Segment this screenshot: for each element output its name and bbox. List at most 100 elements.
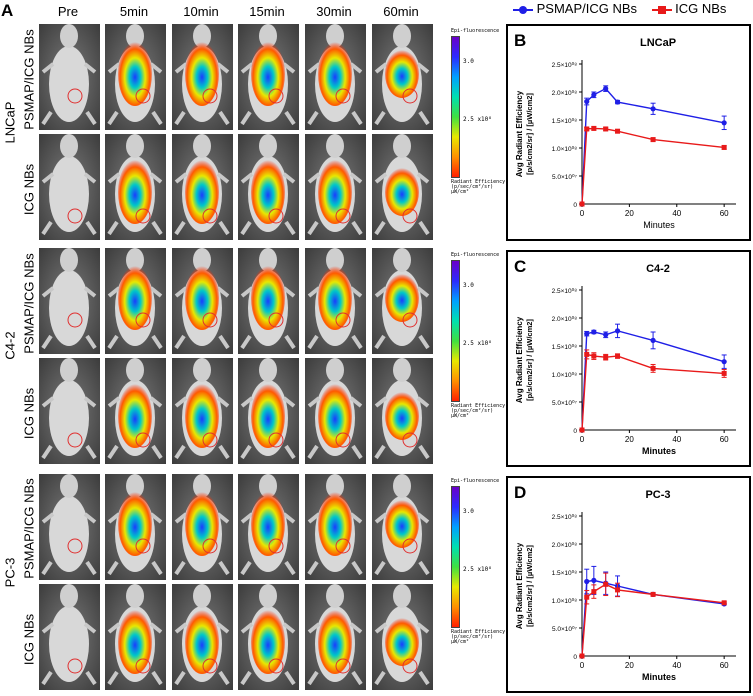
col-header-15min: 15min	[249, 4, 285, 19]
data-point-icg	[650, 591, 656, 597]
colorbar-title: Epi-fluorescence	[451, 478, 500, 484]
mouse-image-icg-pc-3-t1	[105, 584, 166, 690]
colorbar-tick: 3.0	[463, 508, 474, 515]
mouse-image-icg-pc-3-t3	[238, 584, 299, 690]
data-point-icg	[615, 353, 621, 359]
data-point-icg	[579, 427, 585, 433]
colorbar-unit-line: μW/cm²	[451, 413, 470, 419]
y-tick-label: 2.0×10⁰⁸	[552, 315, 578, 323]
x-tick-label: 0	[580, 661, 585, 670]
x-tick-label: 40	[672, 661, 681, 670]
x-axis-label: Minutes	[642, 446, 676, 456]
series-line-psmap	[581, 579, 725, 657]
row-label-icg-pc-3: ICG NBs	[21, 613, 37, 666]
data-point-icg	[579, 653, 585, 659]
data-point-icg	[721, 600, 727, 606]
row-label-icg-lncap: ICG NBs	[21, 163, 37, 216]
colorbar-unit-line: Radiant Efficiency	[451, 403, 506, 409]
mouse-image-icg-lncap-t2	[172, 134, 233, 240]
mouse-image-psmap-lncap-t0	[39, 24, 100, 130]
row-label-psmap-icg-pc-3: PSMAP/ICG NBs	[21, 478, 37, 579]
mouse-image-psmap-pc-3-t5	[372, 474, 433, 580]
x-tick-label: 20	[625, 661, 634, 670]
colorbar-unit-line: (p/sec/cm²/sr)	[451, 408, 494, 414]
mouse-image-psmap-c4-2-t0	[39, 248, 100, 354]
data-point-icg	[591, 125, 597, 131]
mouse-image-icg-lncap-t4	[305, 134, 366, 240]
colorbar-unit: Radiant Efficiency (p/sec/cm²/sr) μW/cm²	[451, 404, 521, 419]
y-tick-label: 0	[573, 202, 577, 209]
x-tick-label: 40	[672, 435, 681, 444]
chart-legend: PSMAP/ICG NBs ICG NBs	[513, 1, 726, 16]
colorbar-tick-mid: 2.5 x10⁸	[463, 340, 492, 347]
mouse-image-psmap-c4-2-t3	[238, 248, 299, 354]
y-tick-label: 5.0×10⁰⁷	[552, 173, 578, 181]
x-tick-label: 60	[720, 435, 729, 444]
y-tick-label: 5.0×10⁰⁷	[552, 625, 578, 633]
data-point-icg	[591, 589, 597, 595]
y-tick-label: 1.5×10⁰⁸	[552, 117, 578, 125]
mouse-image-psmap-lncap-t5	[372, 24, 433, 130]
chart-c4-2: C C4-2 0 5.0×10⁰⁷ 1.0×10⁰⁸ 1.5×10⁰⁸ 2.0×10⁰⁸ 2.…	[514, 257, 736, 456]
colorbar-unit-line: Radiant Efficiency	[451, 179, 506, 185]
data-point-icg	[650, 365, 656, 371]
y-tick-label: 1.0×10⁰⁸	[552, 597, 578, 605]
mouse-image-psmap-pc-3-t1	[105, 474, 166, 580]
data-point-psmap	[591, 577, 597, 583]
mouse-image-icg-pc-3-t5	[372, 584, 433, 690]
colorbar-c4-2: Epi-fluorescence 3.0 2.5 x10⁸ Radiant Effic…	[451, 252, 511, 462]
x-tick-label: 0	[580, 209, 585, 218]
legend-label-psmap: PSMAP/ICG NBs	[536, 1, 638, 16]
mouse-image-psmap-pc-3-t0	[39, 474, 100, 580]
y-tick-label: 2.0×10⁰⁸	[552, 541, 578, 549]
data-point-psmap	[721, 359, 727, 365]
chart-panel-c: C C4-2 0 5.0×10⁰⁷ 1.0×10⁰⁸ 1.5×10⁰⁸ 2.0×10⁰⁸ 2.…	[506, 250, 751, 467]
legend-marker-psmap	[513, 5, 533, 14]
mouse-image-icg-lncap-t5	[372, 134, 433, 240]
colorbar-gradient	[451, 36, 460, 178]
colorbar-pc-3: Epi-fluorescence 3.0 2.5 x10⁸ Radiant Effic…	[451, 478, 511, 688]
mouse-image-icg-pc-3-t2	[172, 584, 233, 690]
colorbar-tick-mid: 2.5 x10⁸	[463, 116, 492, 123]
y-axis-label-line2: [p/s/cm2/sr] / [µW/cm2]	[525, 93, 534, 175]
col-header-60min: 60min	[383, 4, 419, 19]
data-point-psmap	[584, 331, 590, 337]
x-tick-label: 20	[625, 209, 634, 218]
colorbar-unit-line: (p/sec/cm²/sr)	[451, 634, 494, 640]
data-point-psmap	[584, 578, 590, 585]
y-axis-label-line1: Avg Radiant Efficiency	[515, 542, 524, 629]
mouse-image-icg-c4-2-t2	[172, 358, 233, 464]
colorbar-title: Epi-fluorescence	[451, 28, 500, 34]
data-point-icg	[721, 370, 727, 376]
chart-lncap: B LNCaP 0 5.0×10⁰⁷ 1.0×10⁰⁸ 1.5×10⁰⁸ 2.0×10⁰⁸ 2…	[514, 31, 736, 230]
chart-title: PC-3	[645, 489, 670, 501]
y-tick-label: 1.0×10⁰⁸	[552, 371, 578, 379]
mouse-image-psmap-lncap-t1	[105, 24, 166, 130]
col-header-10min: 10min	[183, 4, 219, 19]
data-point-psmap	[721, 120, 727, 126]
mouse-image-psmap-lncap-t4	[305, 24, 366, 130]
mouse-image-psmap-lncap-t3	[238, 24, 299, 130]
data-point-psmap	[603, 332, 609, 338]
data-point-psmap	[591, 329, 597, 335]
colorbar-gradient	[451, 486, 460, 628]
y-tick-label: 1.5×10⁰⁸	[552, 343, 578, 351]
x-axis-label: Minutes	[642, 672, 676, 682]
row-label-icg-c4-2: ICG NBs	[21, 387, 37, 440]
chart-panel-d: D PC-3 0 5.0×10⁰⁷ 1.0×10⁰⁸ 1.5×10⁰⁸ 2.0×10⁰⁸ 2.…	[506, 476, 751, 693]
mouse-image-psmap-lncap-t2	[172, 24, 233, 130]
y-tick-label: 1.5×10⁰⁸	[552, 569, 578, 577]
mouse-image-icg-lncap-t0	[39, 134, 100, 240]
data-point-icg	[603, 354, 609, 360]
colorbar-tick: 3.0	[463, 282, 474, 289]
mouse-image-icg-c4-2-t0	[39, 358, 100, 464]
col-header-30min: 30min	[316, 4, 352, 19]
data-point-psmap	[591, 92, 597, 98]
data-point-psmap	[650, 106, 656, 112]
mouse-image-icg-c4-2-t5	[372, 358, 433, 464]
colorbar-tick: 3.0	[463, 58, 474, 65]
chart-panel-b: B LNCaP 0 5.0×10⁰⁷ 1.0×10⁰⁸ 1.5×10⁰⁸ 2.0×10⁰⁸ 2…	[506, 24, 751, 241]
col-header-pre: Pre	[57, 4, 79, 19]
data-point-psmap	[584, 98, 590, 105]
mouse-image-psmap-c4-2-t4	[305, 248, 366, 354]
